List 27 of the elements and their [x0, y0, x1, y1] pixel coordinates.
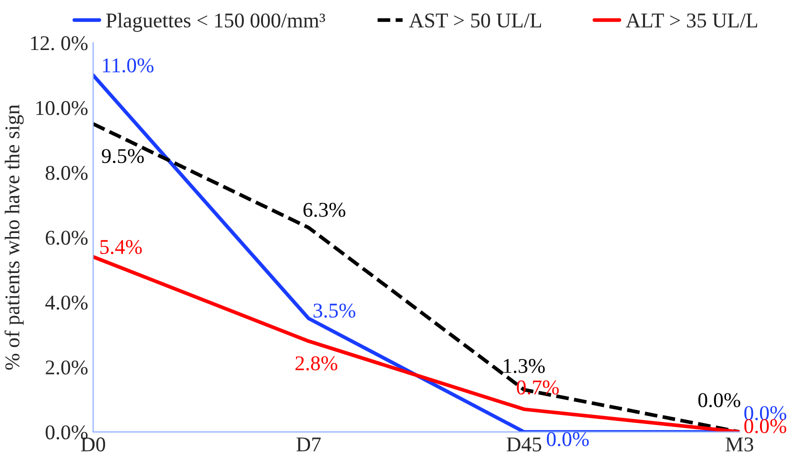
y-tick-label: 0.0% [46, 425, 88, 440]
x-tick-label: D45 [506, 438, 542, 452]
data-label: 0.0% [744, 419, 786, 434]
y-axis-title: % of patients who have the sign [4, 104, 24, 370]
data-label: 9.5% [102, 149, 144, 164]
data-label: 5.4% [100, 240, 142, 254]
y-tick-label: 4.0% [45, 296, 88, 310]
legend-label: Plaguettes < 150 000/mm³ [106, 12, 326, 32]
y-tick-label: 10.0% [36, 101, 88, 116]
y-tick-label: 8.0% [46, 166, 88, 180]
y-tick-label: 6.0% [46, 230, 88, 245]
data-label: 6.3% [304, 202, 346, 217]
data-label: 2.8% [296, 356, 338, 370]
data-label: 0.0% [546, 432, 589, 446]
x-tick-label: M3 [726, 437, 754, 452]
data-label: 0.0% [698, 393, 740, 408]
data-label: 0.0% [744, 406, 786, 420]
data-label: 11.0% [102, 58, 154, 73]
data-label: 3.5% [314, 304, 356, 318]
y-tick-label: 12. 0% [31, 36, 88, 50]
legend-label: ALT > 35 UL/L [626, 14, 758, 28]
x-tick-label: D7 [296, 438, 321, 452]
data-label: 1.3% [504, 358, 545, 374]
data-label: 0.7% [516, 380, 559, 395]
x-tick-label: D0 [81, 437, 106, 452]
y-tick-label: 2.0% [46, 360, 88, 375]
legend-label: AST > 50 UL/L [409, 13, 542, 28]
